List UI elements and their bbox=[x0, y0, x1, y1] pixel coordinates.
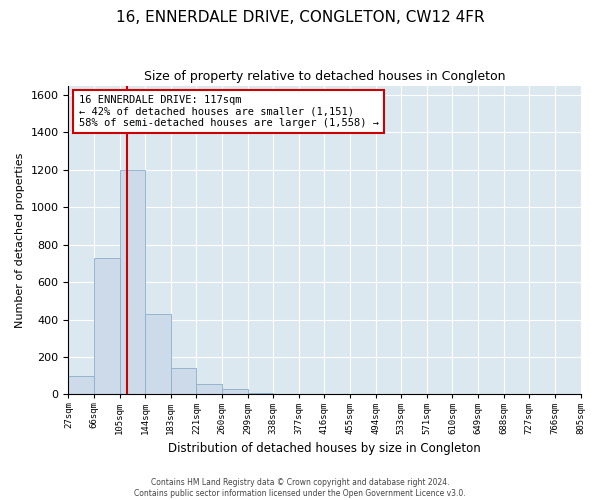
Title: Size of property relative to detached houses in Congleton: Size of property relative to detached ho… bbox=[144, 70, 505, 83]
Text: 16 ENNERDALE DRIVE: 117sqm
← 42% of detached houses are smaller (1,151)
58% of s: 16 ENNERDALE DRIVE: 117sqm ← 42% of deta… bbox=[79, 95, 379, 128]
Text: Contains HM Land Registry data © Crown copyright and database right 2024.
Contai: Contains HM Land Registry data © Crown c… bbox=[134, 478, 466, 498]
X-axis label: Distribution of detached houses by size in Congleton: Distribution of detached houses by size … bbox=[168, 442, 481, 455]
Text: 16, ENNERDALE DRIVE, CONGLETON, CW12 4FR: 16, ENNERDALE DRIVE, CONGLETON, CW12 4FR bbox=[116, 10, 484, 25]
Bar bbox=[68, 376, 94, 394]
Bar bbox=[171, 368, 196, 394]
Bar bbox=[196, 384, 222, 394]
Bar bbox=[94, 258, 119, 394]
Bar bbox=[119, 170, 145, 394]
Bar bbox=[145, 314, 171, 394]
Bar bbox=[222, 389, 248, 394]
Bar bbox=[248, 392, 273, 394]
Y-axis label: Number of detached properties: Number of detached properties bbox=[15, 152, 25, 328]
